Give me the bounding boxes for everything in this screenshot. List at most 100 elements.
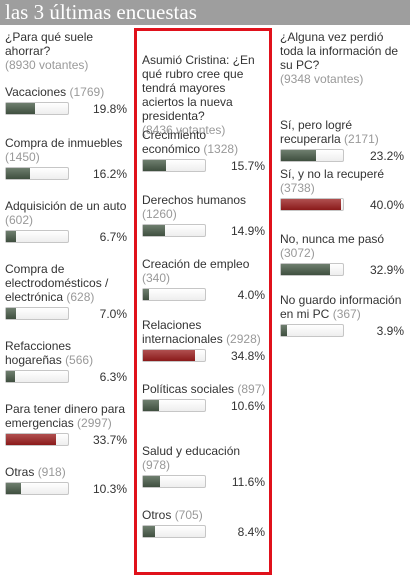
poll-option: Vacaciones (1769) 19.8% [5, 85, 128, 117]
question-text: ¿Alguna vez perdió toda la información d… [280, 30, 399, 72]
option-text: Salud y educación [142, 444, 241, 458]
result-bar: 16.2% [5, 166, 128, 182]
bar-fill [6, 231, 16, 242]
option-vote-count: (628) [66, 290, 95, 304]
bar-track [5, 370, 69, 383]
bar-fill [143, 225, 165, 236]
option-percent: 23.2% [369, 149, 404, 163]
result-bar: 10.6% [142, 398, 266, 414]
poll-option: Sí, y no la recuperé (3738) 40.0% [280, 167, 405, 213]
poll-option: Compra de inmuebles (1450) 16.2% [5, 136, 128, 182]
result-bar: 4.0% [142, 287, 266, 303]
result-bar: 11.6% [142, 474, 266, 490]
bar-track [5, 230, 69, 243]
option-label: Otras (918) [5, 465, 128, 479]
poll-option: Creación de empleo (340) 4.0% [142, 257, 266, 303]
poll-question: ¿Para qué suele ahorrar? (8930 votantes) [5, 30, 128, 72]
bar-fill [6, 103, 35, 114]
bar-fill [143, 289, 149, 300]
result-bar: 32.9% [280, 262, 405, 278]
option-label: No, nunca me pasó (3072) [280, 232, 405, 260]
result-bar: 3.9% [280, 323, 405, 339]
option-vote-count: (1769) [69, 85, 105, 99]
bar-track [280, 263, 344, 276]
option-percent: 10.6% [230, 399, 265, 413]
option-text: Crecimiento económico [142, 128, 207, 156]
option-label: Sí, pero logré recuperarla (2171) [280, 118, 405, 146]
voter-count: (9348 votantes) [280, 72, 364, 86]
option-percent: 33.7% [92, 433, 127, 447]
option-vote-count: (918) [37, 465, 66, 479]
option-text: Otros [142, 508, 172, 522]
option-label: Creación de empleo (340) [142, 257, 266, 285]
bar-track [5, 102, 69, 115]
option-text: Compra de electrodomésticos / electrónic… [5, 262, 109, 304]
poll-option: Otros (705) 8.4% [142, 508, 266, 540]
poll-option: No, nunca me pasó (3072) 32.9% [280, 232, 405, 278]
section-header: las 3 últimas encuestas [0, 0, 410, 25]
option-percent: 7.0% [99, 307, 127, 321]
result-bar: 33.7% [5, 432, 128, 448]
option-text: Refacciones hogareñas [5, 339, 72, 367]
option-text: Políticas sociales [142, 382, 235, 396]
bar-fill [143, 350, 195, 361]
result-bar: 6.3% [5, 369, 128, 385]
option-percent: 40.0% [369, 198, 404, 212]
bar-track [142, 288, 206, 301]
option-label: Crecimiento económico (1328) [142, 128, 266, 156]
option-label: Sí, y no la recuperé (3738) [280, 167, 405, 195]
result-bar: 34.8% [142, 348, 266, 364]
poll-option: Derechos humanos (1260) 14.9% [142, 193, 266, 239]
option-label: Compra de inmuebles (1450) [5, 136, 128, 164]
poll-option: Para tener dinero para emergencias (2997… [5, 402, 128, 448]
section-title: las 3 últimas encuestas [5, 0, 197, 24]
bar-track [142, 525, 206, 538]
result-bar: 14.9% [142, 223, 266, 239]
bar-fill [143, 400, 159, 411]
poll-option: Crecimiento económico (1328) 15.7% [142, 128, 266, 174]
result-bar: 10.3% [5, 481, 128, 497]
result-bar: 15.7% [142, 158, 266, 174]
option-text: Otras [5, 465, 35, 479]
option-percent: 4.0% [237, 288, 265, 302]
option-label: Adquisición de un auto (602) [5, 199, 128, 227]
option-text: Sí, pero logré recuperarla [280, 118, 353, 146]
question-text: ¿Para qué suele ahorrar? [5, 30, 94, 58]
polls-container: ¿Para qué suele ahorrar? (8930 votantes) V… [0, 25, 410, 575]
option-label: No guardo información en mi PC (367) [280, 293, 405, 321]
poll-option: Adquisición de un auto (602) 6.7% [5, 199, 128, 245]
poll-option: Otras (918) 10.3% [5, 465, 128, 497]
option-label: Salud y educación (978) [142, 444, 266, 472]
bar-fill [143, 476, 160, 487]
option-percent: 32.9% [369, 263, 404, 277]
option-percent: 6.3% [99, 370, 127, 384]
option-percent: 10.3% [92, 482, 127, 496]
option-vote-count: (978) [142, 458, 171, 472]
bar-track [142, 349, 206, 362]
option-label: Vacaciones (1769) [5, 85, 128, 99]
result-bar: 19.8% [5, 101, 128, 117]
option-label: Otros (705) [142, 508, 266, 522]
result-bar: 8.4% [142, 524, 266, 540]
bar-track [280, 198, 344, 211]
bar-fill [143, 160, 166, 171]
result-bar: 6.7% [5, 229, 128, 245]
option-vote-count: (2997) [77, 416, 112, 430]
option-percent: 8.4% [237, 525, 265, 539]
option-text: Sí, y no la recuperé [280, 167, 385, 181]
poll-option: No guardo información en mi PC (367) 3.9% [280, 293, 405, 339]
option-text: No guardo información en mi PC [280, 293, 402, 321]
bar-track [5, 433, 69, 446]
option-label: Compra de electrodomésticos / electrónic… [5, 262, 128, 304]
option-label: Políticas sociales (897) [142, 382, 266, 396]
option-percent: 16.2% [92, 167, 127, 181]
option-text: Creación de empleo [142, 257, 250, 271]
bar-track [142, 159, 206, 172]
option-label: Para tener dinero para emergencias (2997… [5, 402, 128, 430]
option-vote-count: (340) [142, 271, 171, 285]
bar-track [5, 167, 69, 180]
option-percent: 19.8% [92, 102, 127, 116]
bar-track [5, 482, 69, 495]
bar-fill [6, 308, 16, 319]
option-text: Compra de inmuebles [5, 136, 123, 150]
